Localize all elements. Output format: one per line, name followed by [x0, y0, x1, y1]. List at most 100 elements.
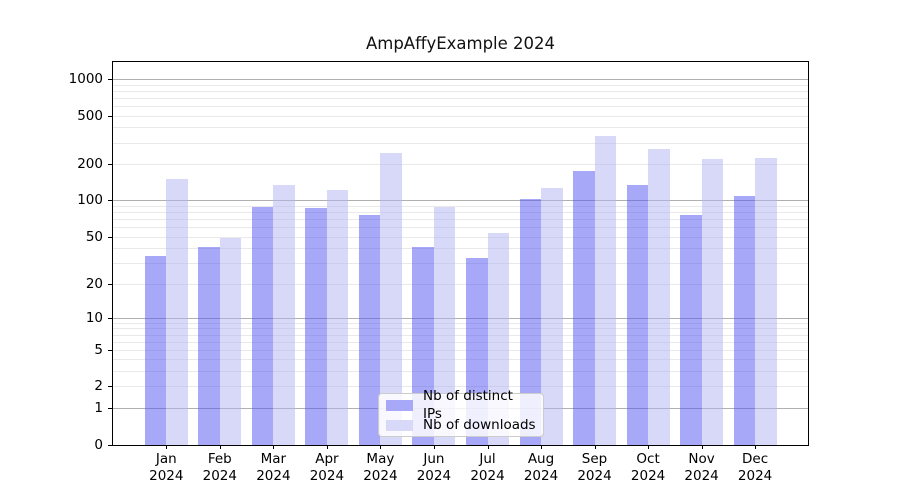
gridline — [113, 79, 808, 80]
x-tick-mark — [755, 445, 757, 449]
bar-downloads-jan — [166, 179, 188, 445]
gridline — [113, 90, 808, 92]
bar-ips-aug — [519, 198, 541, 445]
y-tick-label: 100 — [77, 192, 103, 209]
y-tick-mark — [108, 317, 112, 319]
x-tick-label: Apr 2024 — [309, 451, 345, 484]
gridline — [113, 106, 808, 107]
y-tick-mark — [108, 200, 112, 202]
y-tick-label: 200 — [77, 156, 103, 172]
bar-downloads-nov — [701, 159, 724, 445]
x-tick-label: Dec 2024 — [737, 451, 773, 484]
x-tick-mark — [380, 445, 382, 449]
gridline — [113, 200, 808, 202]
gridline — [113, 322, 808, 324]
bar-ips-jan — [144, 256, 167, 445]
x-tick-mark — [273, 445, 275, 449]
x-tick-mark — [648, 445, 650, 449]
gridline — [113, 371, 808, 373]
x-tick-mark — [701, 445, 703, 449]
y-tick-label: 1 — [94, 399, 103, 416]
y-tick-label: 2 — [94, 378, 103, 395]
bar-downloads-dec — [755, 157, 777, 445]
bar-downloads-apr — [326, 189, 349, 445]
y-tick-mark — [108, 236, 112, 238]
bar-downloads-may — [380, 152, 402, 445]
bar-ips-apr — [305, 208, 327, 445]
y-tick-label: 5 — [94, 341, 103, 358]
bar-downloads-aug — [541, 188, 563, 445]
gridline — [113, 262, 808, 264]
y-tick-label: 0 — [94, 436, 103, 453]
bar-downloads-oct — [648, 149, 670, 445]
gridline — [113, 328, 808, 330]
x-tick-mark — [433, 445, 435, 449]
gridline — [113, 248, 808, 250]
legend-label: Nb of downloads — [423, 417, 536, 433]
y-tick-label: 10 — [85, 309, 103, 326]
legend-swatch-downloads — [386, 419, 413, 431]
x-tick-label: May 2024 — [363, 451, 398, 484]
bar-ips-nov — [680, 215, 702, 445]
bar-downloads-jun — [433, 207, 456, 445]
chart-title: AmpAffyExample 2024 — [365, 34, 556, 53]
bar-downloads-feb — [219, 237, 242, 445]
gridline — [113, 349, 808, 351]
gridline — [113, 142, 808, 144]
gridline — [113, 283, 808, 285]
gridline — [113, 212, 808, 213]
bar-ips-feb — [198, 246, 220, 445]
y-tick-label: 1000 — [68, 71, 103, 87]
bar-downloads-jul — [487, 232, 509, 445]
bar-ips-may — [358, 214, 381, 445]
x-tick-label: Aug 2024 — [523, 451, 559, 484]
x-tick-label: Jun 2024 — [416, 451, 452, 484]
x-tick-label: Jan 2024 — [149, 451, 184, 484]
gridline — [113, 386, 808, 388]
y-tick-mark — [108, 164, 112, 165]
legend-item: Nb of downloads — [386, 416, 536, 434]
y-tick-label: 50 — [85, 228, 103, 245]
x-tick-mark — [487, 445, 489, 449]
gridline — [113, 219, 808, 220]
legend-item: Nb of distinct IPs — [386, 388, 536, 422]
bar-downloads-sep — [594, 136, 616, 445]
legend-label: Nb of distinct IPs — [423, 388, 513, 422]
gridline — [113, 164, 808, 165]
bar-ips-oct — [626, 185, 649, 445]
gridline — [113, 84, 808, 86]
bar-ips-sep — [573, 170, 595, 445]
gridline — [113, 359, 808, 361]
y-tick-mark — [108, 444, 112, 446]
gridline — [113, 227, 808, 228]
gridline — [113, 341, 808, 343]
gridline — [113, 205, 808, 207]
bar-ips-dec — [733, 196, 756, 445]
x-tick-label: Nov 2024 — [684, 451, 719, 484]
x-tick-mark — [594, 445, 596, 449]
x-tick-mark — [219, 445, 221, 449]
x-tick-mark — [326, 445, 328, 449]
gridline — [113, 127, 808, 129]
y-tick-mark — [108, 79, 112, 80]
gridline — [113, 334, 808, 336]
y-tick-mark — [108, 349, 112, 351]
gridline — [113, 97, 808, 99]
y-tick-mark — [108, 283, 112, 285]
x-tick-label: Sep 2024 — [577, 451, 612, 484]
bar-downloads-mar — [273, 184, 295, 445]
legend: Nb of distinct IPs Nb of downloads — [378, 388, 544, 437]
y-tick-label: 20 — [85, 275, 103, 292]
x-tick-label: Oct 2024 — [630, 451, 666, 484]
x-tick-mark — [541, 445, 542, 449]
gridline — [113, 317, 808, 319]
x-tick-mark — [166, 445, 168, 449]
y-tick-label: 500 — [77, 107, 103, 124]
gridline — [113, 236, 808, 238]
x-tick-label: Jul 2024 — [470, 451, 505, 484]
y-tick-mark — [108, 386, 112, 388]
y-tick-mark — [108, 407, 112, 409]
gridline — [113, 115, 808, 117]
y-tick-mark — [108, 115, 112, 117]
